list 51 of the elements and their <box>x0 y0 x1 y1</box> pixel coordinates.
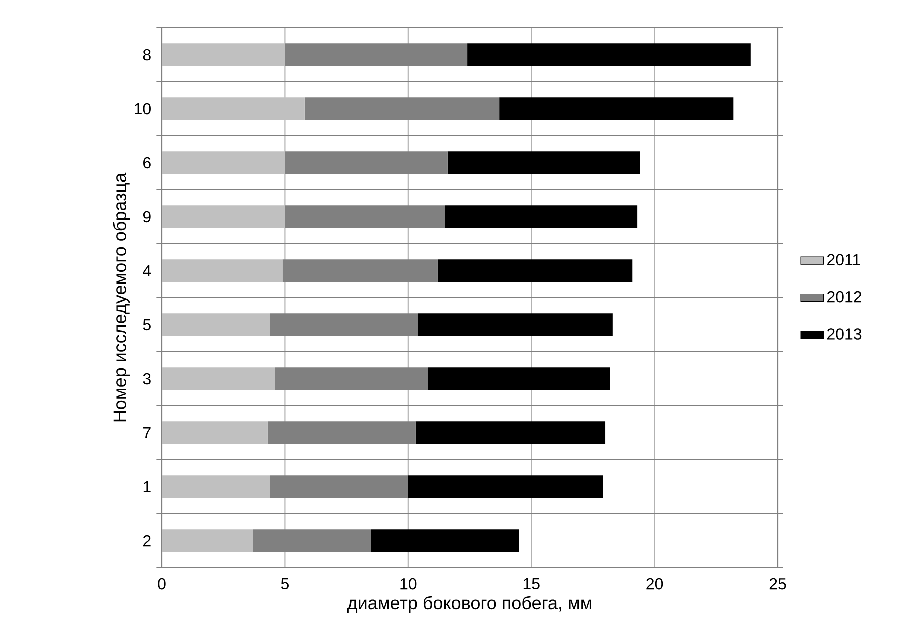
x-tick-label: 5 <box>281 578 289 590</box>
bar <box>162 530 254 553</box>
bar <box>162 260 283 283</box>
bar <box>270 476 408 499</box>
bar <box>500 98 734 121</box>
bar <box>162 314 270 337</box>
bar <box>162 206 286 229</box>
bar <box>285 44 468 67</box>
x-axis-title: диаметр бокового побега, мм <box>347 596 592 614</box>
y-tick-label: 7 <box>144 428 151 439</box>
legend-label: 2011 <box>828 254 860 266</box>
bar <box>162 98 305 121</box>
bar <box>162 368 276 391</box>
y-tick-label: 10 <box>135 104 151 115</box>
x-tick-label: 10 <box>400 578 417 590</box>
x-tick-label: 0 <box>158 578 166 590</box>
bar <box>285 152 448 175</box>
bar <box>438 260 633 283</box>
bar <box>428 368 610 391</box>
legend-label: 2012 <box>828 292 862 303</box>
bar <box>282 260 438 283</box>
bar <box>445 206 638 229</box>
bar <box>416 422 606 445</box>
bar <box>371 530 520 553</box>
y-tick-label: 6 <box>144 158 151 169</box>
bar <box>268 422 416 445</box>
y-tick-label: 1 <box>144 482 151 493</box>
bar <box>270 314 418 337</box>
x-tick-label: 20 <box>646 578 664 590</box>
bar <box>162 44 286 67</box>
bar <box>253 530 372 553</box>
bar <box>418 314 613 337</box>
bar <box>162 152 286 175</box>
bar <box>275 368 428 391</box>
y-tick-label: 9 <box>143 212 151 223</box>
y-tick-label: 5 <box>143 320 151 331</box>
y-tick-label: 4 <box>143 266 152 277</box>
bar <box>468 44 751 67</box>
bar <box>408 476 604 499</box>
y-tick-label: 2 <box>144 536 151 547</box>
bar <box>304 98 500 121</box>
bar <box>162 476 270 499</box>
x-tick-label: 15 <box>524 578 540 590</box>
legend-label: 2013 <box>828 328 862 340</box>
y-tick-label: 8 <box>143 50 151 61</box>
y-tick-label: 3 <box>143 374 151 385</box>
bar <box>162 422 268 445</box>
x-tick-label: 25 <box>770 578 786 590</box>
bar <box>285 206 446 229</box>
y-axis-title: Номер исследуемого образца <box>113 173 130 422</box>
bar <box>448 152 640 175</box>
